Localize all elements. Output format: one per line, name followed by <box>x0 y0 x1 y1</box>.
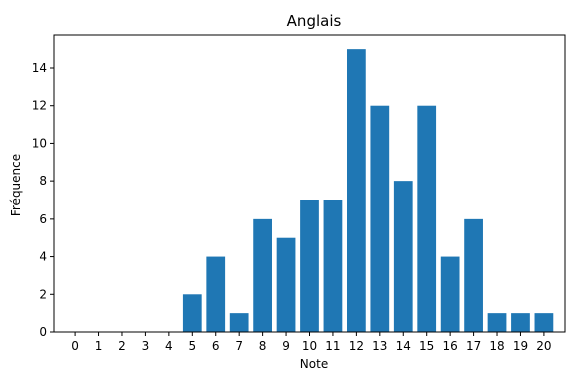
x-tick-label: 9 <box>282 339 290 353</box>
bar-note-18 <box>488 313 507 332</box>
x-tick-label: 19 <box>513 339 528 353</box>
bar-note-6 <box>206 257 225 332</box>
bar-note-13 <box>370 106 389 332</box>
bar-note-10 <box>300 200 319 332</box>
x-tick-label: 12 <box>349 339 364 353</box>
y-axis-label: Fréquence <box>9 154 23 216</box>
bar-note-12 <box>347 49 366 332</box>
bar-note-17 <box>464 219 483 332</box>
x-tick-label: 18 <box>489 339 504 353</box>
y-tick-label: 10 <box>32 136 47 150</box>
x-tick-label: 20 <box>536 339 551 353</box>
y-tick-label: 14 <box>32 61 47 75</box>
x-tick-label: 6 <box>212 339 220 353</box>
bar-note-7 <box>230 313 249 332</box>
x-tick-label: 17 <box>466 339 481 353</box>
x-tick-label: 2 <box>118 339 126 353</box>
x-tick-label: 5 <box>188 339 196 353</box>
bar-note-11 <box>324 200 343 332</box>
x-axis-ticks: 0 1 2 3 4 5 6 7 8 9 10 11 12 13 14 15 16 17 18 19 20 <box>71 332 551 353</box>
x-tick-label: 15 <box>419 339 434 353</box>
x-tick-label: 14 <box>396 339 411 353</box>
x-tick-label: 16 <box>443 339 458 353</box>
x-tick-label: 10 <box>302 339 317 353</box>
bar-note-8 <box>253 219 272 332</box>
x-axis-label: Note <box>300 357 328 369</box>
x-tick-label: 0 <box>71 339 79 353</box>
bars-group <box>183 49 553 332</box>
x-tick-label: 4 <box>165 339 173 353</box>
y-tick-label: 12 <box>32 99 47 113</box>
y-axis-ticks: 0 2 4 6 8 10 12 14 <box>32 61 54 339</box>
y-tick-label: 6 <box>39 212 47 226</box>
bar-note-16 <box>441 257 460 332</box>
y-tick-label: 8 <box>39 174 47 188</box>
bar-note-20 <box>535 313 554 332</box>
x-tick-label: 7 <box>235 339 243 353</box>
x-tick-label: 1 <box>95 339 103 353</box>
x-tick-label: 8 <box>259 339 267 353</box>
y-tick-label: 2 <box>39 287 47 301</box>
bar-note-19 <box>511 313 530 332</box>
x-tick-label: 13 <box>372 339 387 353</box>
y-tick-label: 4 <box>39 250 47 264</box>
chart-title: Anglais <box>287 12 342 30</box>
bar-note-15 <box>417 106 436 332</box>
bar-note-14 <box>394 181 413 332</box>
x-tick-label: 11 <box>325 339 340 353</box>
bar-note-5 <box>183 294 202 332</box>
bar-note-9 <box>277 238 296 332</box>
x-tick-label: 3 <box>142 339 150 353</box>
y-tick-label: 0 <box>39 325 47 339</box>
